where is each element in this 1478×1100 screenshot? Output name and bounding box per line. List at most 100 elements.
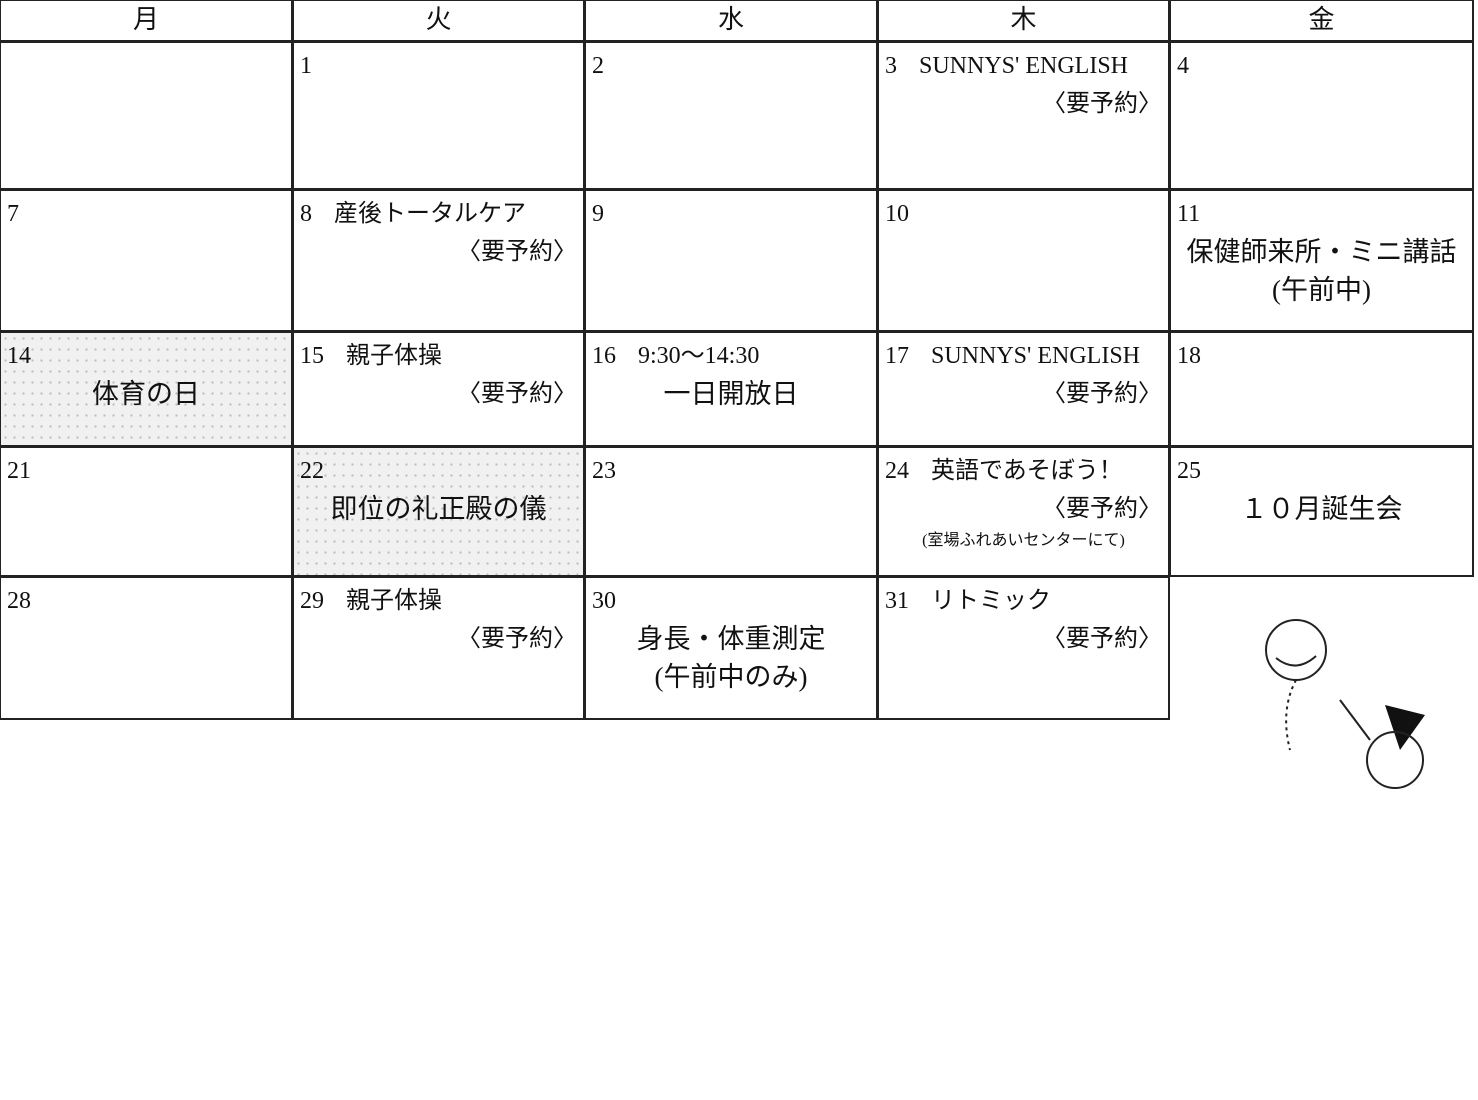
date: 15 [300,343,324,369]
date: 30 [592,588,616,614]
date: 21 [7,458,31,484]
date-row: 25 [1177,452,1466,490]
date-row: 2 [592,47,870,85]
date-row: 7 [7,195,285,233]
event-line: 身長・体重測定 [636,624,826,654]
calendar: 月火水木金 1 2 3 SUNNYS' ENGLISH 〈要予約〉 4 7 8 産後トータルケア〈… [0,0,1474,789]
day-header: 水 [584,0,878,42]
event-title: 親子体操 [346,343,442,369]
day-cell: 7 [0,189,293,332]
day-cell: 14 体育の日 [0,331,293,447]
date: 11 [1177,201,1201,227]
event-line: 即位の礼正殿の儀 [330,494,547,524]
day-cell: 17 SUNNYS' ENGLISH 〈要予約〉 [877,331,1170,447]
event-line: (午前中) [1272,275,1371,305]
date: 2 [592,53,604,79]
date: 18 [1177,343,1201,369]
event-title: 親子体操 [346,588,442,614]
reservation-note: 〈要予約〉 [457,626,577,652]
day-cell: 1 [292,41,585,190]
day-cell [1169,576,1474,720]
date-row: 28 [7,582,285,620]
date-row: 29 親子体操 [300,582,577,620]
date: 17 [885,343,909,369]
day-cell: 10 [877,189,1170,332]
date-row: 21 [7,452,285,490]
date-row: 9 [592,195,870,233]
reservation-note: 〈要予約〉 [1042,626,1162,652]
event-line: (午前中のみ) [654,662,808,692]
date: 16 [592,343,616,369]
date: 7 [7,201,19,227]
day-cell: 22 即位の礼正殿の儀 [292,446,585,577]
day-cell: 11 保健師来所・ミニ講話 (午前中) [1169,189,1474,332]
event-title: 9:30～14:30 [638,343,760,369]
event-title: 産後トータルケア [334,201,526,227]
date-row: 3 SUNNYS' ENGLISH [885,47,1162,85]
date: 24 [885,458,909,484]
day-header: 金 [1169,0,1474,42]
reservation-note: 〈要予約〉 [1042,496,1162,522]
date-row: 1 [300,47,577,85]
date: 8 [300,201,312,227]
date-row: 22 [300,452,577,490]
day-cell: 31 リトミック〈要予約〉 [877,576,1170,720]
event-line: 保健師来所・ミニ講話 [1186,237,1457,267]
day-cell: 29 親子体操 〈要予約〉 [292,576,585,720]
date-row: 24 英語であそぼう！ [885,452,1162,490]
date-row: 17 SUNNYS' ENGLISH [885,337,1162,375]
date-row: 4 [1177,47,1466,85]
date-row: 30 [592,582,870,620]
reservation-note: 〈要予約〉 [457,239,577,265]
date: 23 [592,458,616,484]
date: 14 [7,343,31,369]
day-cell: 2 [584,41,878,190]
date: 10 [885,201,909,227]
day-cell: 16 9:30～14:30 一日開放日 [584,331,878,447]
date: 31 [885,588,909,614]
date: 29 [300,588,324,614]
date-row: 23 [592,452,870,490]
day-cell: 30 身長・体重測定 (午前中のみ) [584,576,878,720]
event-title: リトミック [931,588,1051,614]
date: 28 [7,588,31,614]
reservation-note: 〈要予約〉 [457,381,577,407]
event-title: 英語であそぼう！ [931,458,1123,484]
date-row: 31 リトミック [885,582,1162,620]
date-row: 10 [885,195,1162,233]
event-title: SUNNYS' ENGLISH [919,53,1129,79]
day-header: 月 [0,0,293,42]
date-row: 14 [7,337,285,375]
reservation-note: 〈要予約〉 [1042,381,1162,407]
day-cell: 15 親子体操 〈要予約〉 [292,331,585,447]
day-cell [0,41,293,190]
date-row: 8 産後トータルケア [300,195,577,233]
date: 22 [300,458,324,484]
day-cell: 23 [584,446,878,577]
reservation-note: 〈要予約〉 [1042,91,1162,117]
day-cell: 25 １０月誕生会 [1169,446,1474,577]
day-cell: 4 [1169,41,1474,190]
day-cell: 9 [584,189,878,332]
day-cell: 24 英語であそぼう！ 〈要予約〉 (室場ふれあいセンターにて) [877,446,1170,577]
day-cell: 21 [0,446,293,577]
date: 3 [885,53,897,79]
date-row: 16 9:30～14:30 [592,337,870,375]
date: 25 [1177,458,1201,484]
event-line: 体育の日 [92,379,200,409]
date: 1 [300,53,312,79]
event-line: 一日開放日 [663,379,799,409]
day-header: 木 [877,0,1170,42]
date: 4 [1177,53,1189,79]
date-row: 15 親子体操 [300,337,577,375]
event-title: SUNNYS' ENGLISH [931,343,1141,369]
day-cell: 8 産後トータルケア〈要予約〉 [292,189,585,332]
event-line: １０月誕生会 [1240,494,1403,524]
date-row: 18 [1177,337,1466,375]
day-cell: 18 [1169,331,1474,447]
day-cell: 28 [0,576,293,720]
day-cell: 3 SUNNYS' ENGLISH 〈要予約〉 [877,41,1170,190]
day-header: 火 [292,0,585,42]
date: 9 [592,201,604,227]
date-row: 11 [1177,195,1466,233]
